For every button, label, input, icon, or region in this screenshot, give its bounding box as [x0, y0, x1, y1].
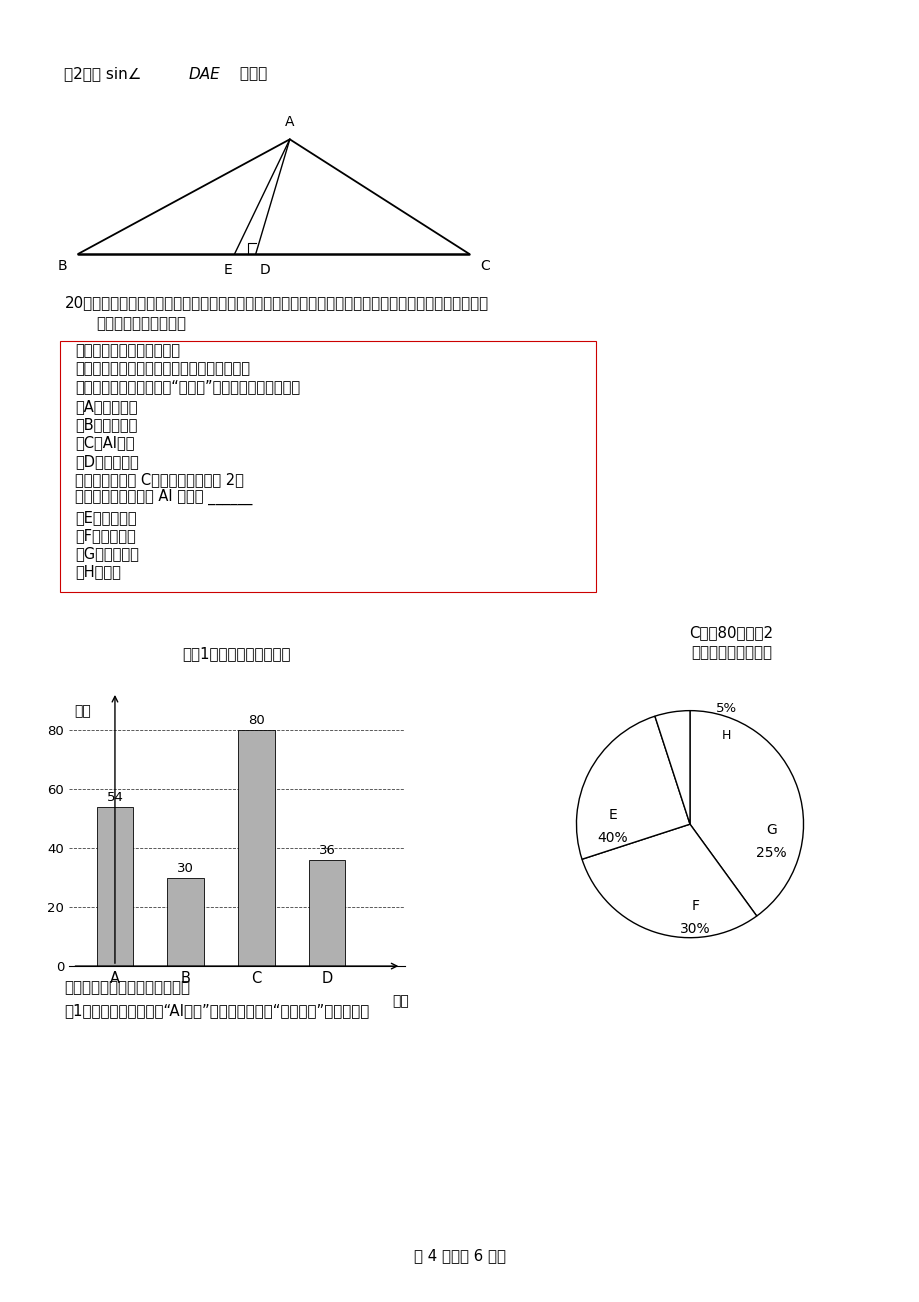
Text: E: E: [607, 809, 617, 822]
Text: 30: 30: [177, 862, 194, 875]
Wedge shape: [654, 711, 689, 824]
Text: 和统计结果描述如下：: 和统计结果描述如下：: [96, 315, 187, 331]
Text: （1）本次调查中最喜爱“AI应用”的学生中更关注“辅助学习”有多少人？: （1）本次调查中最喜爱“AI应用”的学生中更关注“辅助学习”有多少人？: [64, 1003, 369, 1018]
Text: H: H: [720, 729, 731, 742]
Wedge shape: [582, 824, 756, 937]
Text: 人数: 人数: [74, 704, 91, 717]
Wedge shape: [689, 711, 802, 917]
Text: C: C: [480, 259, 490, 273]
Text: 选项: 选项: [391, 995, 408, 1008]
Text: D: D: [259, 263, 270, 277]
Text: C类中80人问题2: C类中80人问题2: [688, 625, 773, 641]
Text: （E）辅助学习: （E）辅助学习: [75, 509, 137, 525]
Text: 80: 80: [248, 715, 265, 728]
Text: （D）科学魔术: （D）科学魔术: [75, 453, 139, 469]
Text: 5%: 5%: [715, 702, 736, 715]
Text: 54: 54: [107, 792, 123, 805]
Text: 40%: 40%: [596, 831, 628, 845]
Text: 答题情况扇形统计图: 答题情况扇形统计图: [690, 644, 771, 660]
Text: 如果问题１选择 C，请继续回答问题 2．: 如果问题１选择 C，请继续回答问题 2．: [75, 471, 244, 487]
Text: （2）求 sin∠: （2）求 sin∠: [64, 65, 142, 81]
Text: 以下问题均为单选题，请根据实际情况填写．: 以下问题均为单选题，请根据实际情况填写．: [75, 361, 250, 376]
Text: 问题１：在以下四类科学“嘉年华”项目中，你最喜爱的是: 问题１：在以下四类科学“嘉年华”项目中，你最喜爱的是: [75, 379, 301, 395]
Text: 根据以上信息，解答下列问题：: 根据以上信息，解答下列问题：: [64, 979, 190, 995]
Text: （F）虚拟体验: （F）虚拟体验: [75, 527, 136, 543]
Bar: [308, 861, 345, 966]
Text: B: B: [58, 259, 67, 273]
Text: A: A: [285, 115, 294, 129]
Bar: [238, 730, 275, 966]
Text: （G）智能生活: （G）智能生活: [75, 546, 139, 561]
Text: 20．某校开展科学活动．为了解学生对活动项目的喜爱情况，随机抽取部分学生进行问卷调查．调查问卷: 20．某校开展科学活动．为了解学生对活动项目的喜爱情况，随机抽取部分学生进行问卷…: [64, 294, 488, 310]
Text: DAE: DAE: [188, 66, 221, 82]
Text: 问题1答题情况条形统计图: 问题1答题情况条形统计图: [182, 646, 290, 661]
Text: F: F: [691, 898, 699, 913]
Text: （A）科普讲座: （A）科普讲座: [75, 398, 138, 414]
Text: E: E: [223, 263, 233, 277]
Text: 25%: 25%: [755, 845, 786, 859]
Text: （C）AI应用: （C）AI应用: [75, 435, 135, 450]
Bar: [167, 878, 204, 966]
Text: 第 4 页（共 6 页）: 第 4 页（共 6 页）: [414, 1247, 505, 1263]
Text: （H）其他: （H）其他: [75, 564, 121, 579]
Text: 30%: 30%: [680, 922, 710, 936]
Text: G: G: [766, 823, 777, 837]
Text: 问题２：你更关注的 AI 应用是 ______: 问题２：你更关注的 AI 应用是 ______: [75, 490, 253, 505]
Wedge shape: [576, 716, 689, 859]
Bar: [60, 341, 596, 592]
Bar: [96, 807, 133, 966]
Text: 的值．: 的值．: [234, 65, 267, 81]
Text: （B）科幻电影: （B）科幻电影: [75, 417, 138, 432]
Text: 科学活动喜爱项目调查问卷: 科学活动喜爱项目调查问卷: [75, 342, 180, 358]
Text: 36: 36: [318, 844, 335, 857]
